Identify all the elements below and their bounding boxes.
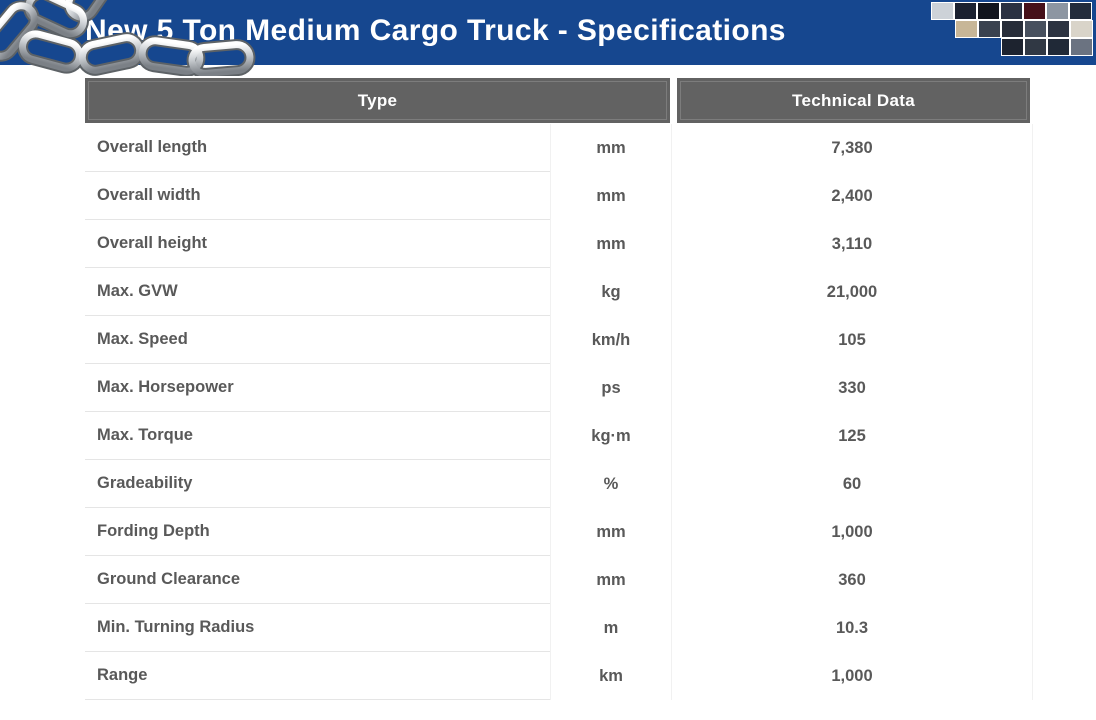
mosaic-photo-tile xyxy=(1048,21,1069,37)
row-unit: km/h xyxy=(550,316,672,364)
row-label: Fording Depth xyxy=(85,508,550,556)
table-row: Max. Speed km/h 105 xyxy=(85,316,1033,364)
column-header-type: Type xyxy=(85,78,670,123)
row-unit: mm xyxy=(550,172,672,220)
mosaic-photo-tile xyxy=(1070,3,1091,19)
row-label: Max. Torque xyxy=(85,412,550,460)
mosaic-photo-tile xyxy=(1002,21,1023,37)
row-label: Max. GVW xyxy=(85,268,550,316)
row-value: 330 xyxy=(672,364,1033,412)
row-value: 21,000 xyxy=(672,268,1033,316)
mosaic-photo-tile xyxy=(1001,3,1022,19)
table-row: Overall width mm 2,400 xyxy=(85,172,1033,220)
row-value: 3,110 xyxy=(672,220,1033,268)
mosaic-photo-tile xyxy=(1071,39,1092,55)
row-value: 2,400 xyxy=(672,172,1033,220)
row-value: 60 xyxy=(672,460,1033,508)
row-unit: kg·m xyxy=(550,412,672,460)
row-value: 7,380 xyxy=(672,124,1033,172)
row-unit: mm xyxy=(550,556,672,604)
table-row: Max. GVW kg 21,000 xyxy=(85,268,1033,316)
column-header-technical-data: Technical Data xyxy=(677,78,1030,123)
row-label: Max. Speed xyxy=(85,316,550,364)
row-unit: ps xyxy=(550,364,672,412)
mosaic-photo-tile xyxy=(955,3,976,19)
mosaic-photo-tile xyxy=(1002,39,1023,55)
mosaic-photo-tile xyxy=(978,3,999,19)
table-row: Overall height mm 3,110 xyxy=(85,220,1033,268)
row-value: 1,000 xyxy=(672,508,1033,556)
table-row: Max. Torque kg·m 125 xyxy=(85,412,1033,460)
table-row: Ground Clearance mm 360 xyxy=(85,556,1033,604)
mosaic-photo-tile xyxy=(1047,3,1068,19)
table-row: Fording Depth mm 1,000 xyxy=(85,508,1033,556)
table-body: Overall length mm 7,380 Overall width mm… xyxy=(85,124,1033,700)
table-row: Gradeability % 60 xyxy=(85,460,1033,508)
mosaic-photo-tile xyxy=(956,21,977,37)
table-row: Overall length mm 7,380 xyxy=(85,124,1033,172)
page-title: New 5 Ton Medium Cargo Truck - Specifica… xyxy=(85,14,786,47)
row-label: Overall length xyxy=(85,124,550,172)
row-unit: m xyxy=(550,604,672,652)
table-row: Max. Horsepower ps 330 xyxy=(85,364,1033,412)
row-label: Range xyxy=(85,652,550,700)
row-label: Gradeability xyxy=(85,460,550,508)
row-unit: mm xyxy=(550,220,672,268)
title-bar: New 5 Ton Medium Cargo Truck - Specifica… xyxy=(0,0,1096,76)
row-value: 360 xyxy=(672,556,1033,604)
row-label: Min. Turning Radius xyxy=(85,604,550,652)
row-value: 1,000 xyxy=(672,652,1033,700)
mosaic-photo-tile xyxy=(1024,3,1045,19)
row-value: 125 xyxy=(672,412,1033,460)
row-label: Ground Clearance xyxy=(85,556,550,604)
row-unit: mm xyxy=(550,124,672,172)
row-unit: kg xyxy=(550,268,672,316)
row-label: Overall height xyxy=(85,220,550,268)
mosaic-photo-tile xyxy=(979,21,1000,37)
mosaic-photo-tile xyxy=(1025,39,1046,55)
photo-mosaic xyxy=(930,0,1096,64)
table-row: Range km 1,000 xyxy=(85,652,1033,700)
mosaic-photo-tile xyxy=(1048,39,1069,55)
row-label: Overall width xyxy=(85,172,550,220)
row-value: 10.3 xyxy=(672,604,1033,652)
row-unit: mm xyxy=(550,508,672,556)
row-unit: km xyxy=(550,652,672,700)
mosaic-photo-tile xyxy=(932,3,953,19)
mosaic-photo-tile xyxy=(1071,21,1092,37)
row-value: 105 xyxy=(672,316,1033,364)
mosaic-photo-tile xyxy=(1025,21,1046,37)
table-row: Min. Turning Radius m 10.3 xyxy=(85,604,1033,652)
row-label: Max. Horsepower xyxy=(85,364,550,412)
row-unit: % xyxy=(550,460,672,508)
